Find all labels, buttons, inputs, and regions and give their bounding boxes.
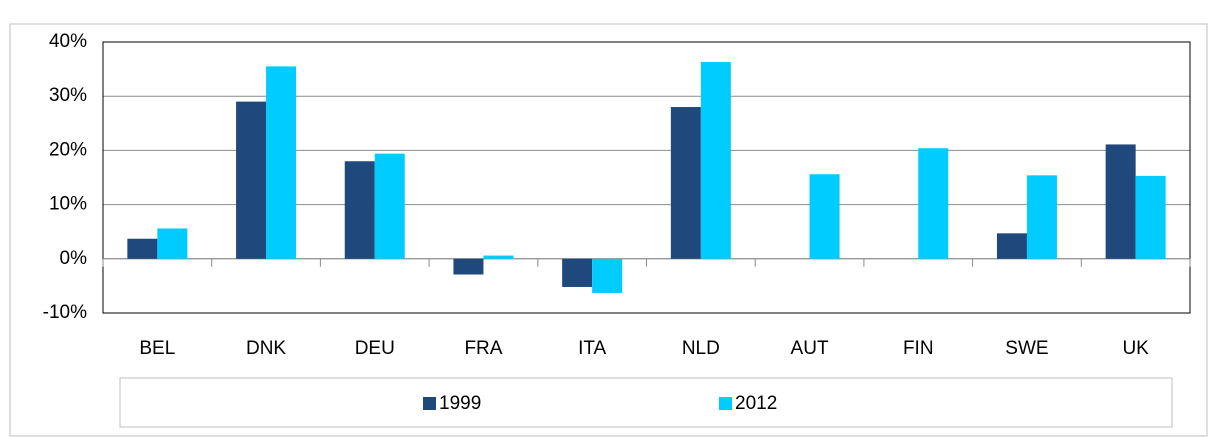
bar [1026,175,1057,259]
bar [344,161,375,259]
bar [483,255,514,259]
chart-frame [9,23,1208,437]
bar [918,148,949,259]
bar [809,174,840,259]
x-tick-label: AUT [791,338,829,359]
bar [1105,144,1136,259]
bar [562,258,593,287]
x-tick-label: FIN [903,338,934,359]
x-tick-label: NLD [682,338,720,359]
bar [996,233,1027,259]
bar [266,66,297,259]
bar [453,258,484,275]
y-tick-label: 40% [49,31,87,52]
bar [236,101,267,259]
x-tick-label: ITA [578,338,606,359]
y-tick-label: 30% [49,85,87,106]
legend-box [119,377,1173,428]
plot-border [102,41,1191,314]
bar [157,228,188,259]
x-tick-label: FRA [464,338,502,359]
y-tick-label: -10% [43,302,87,323]
bar [592,258,623,293]
bar [700,62,731,259]
bar [1135,175,1166,259]
x-tick-label: UK [1122,338,1149,359]
legend-label: 2012 [735,393,777,414]
bar [127,238,158,259]
y-tick-label: 20% [49,139,87,160]
x-tick-label: BEL [139,338,175,359]
y-tick-label: 0% [60,248,88,269]
legend-label: 1999 [439,393,481,414]
bar [670,107,701,259]
legend-swatch [423,397,436,410]
x-tick-label: DNK [246,338,286,359]
y-tick-label: 10% [49,194,87,215]
x-tick-label: DEU [355,338,395,359]
bar [374,153,405,259]
legend-swatch [719,397,732,410]
x-tick-label: SWE [1005,338,1048,359]
